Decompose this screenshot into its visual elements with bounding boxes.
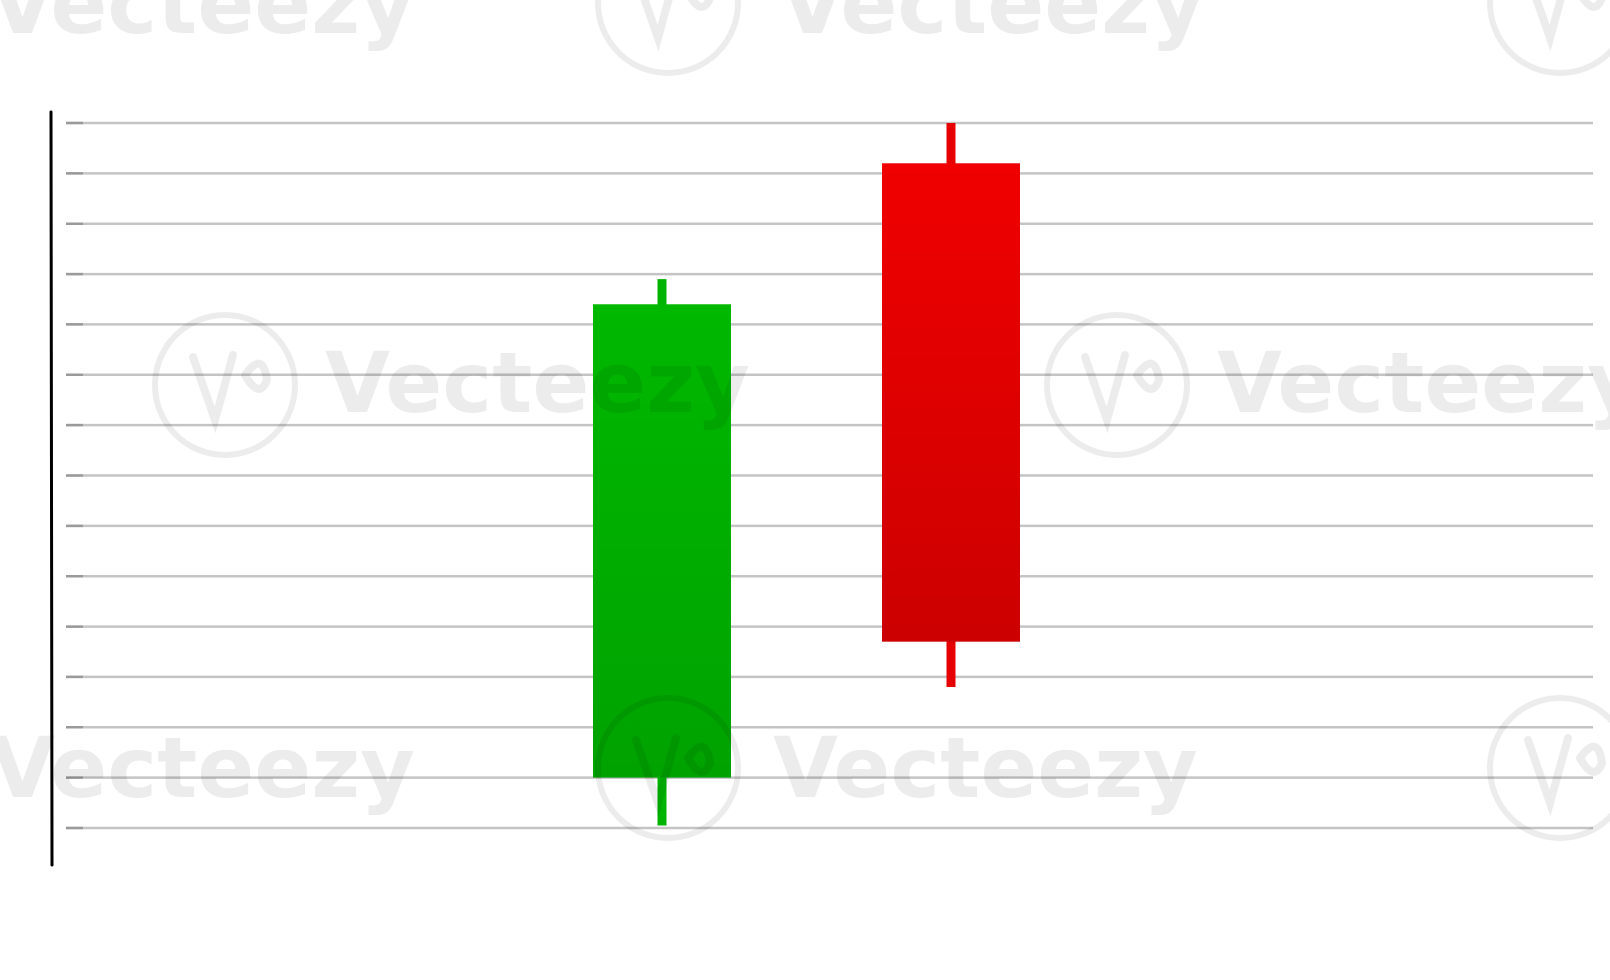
watermark-text: Vecteezy [780, 0, 1205, 53]
candle-body [882, 163, 1020, 642]
watermark-stamp: Vecteezy [1044, 312, 1610, 458]
y-axis-line [49, 110, 54, 867]
watermark-text: Vecteezy [325, 334, 750, 432]
watermark-text: Vecteezy [773, 719, 1198, 817]
watermark-glyph-icon [1532, 0, 1606, 52]
watermark-stamp: Vecteezy [0, 0, 1610, 76]
watermark-glyph-icon [640, 0, 714, 52]
gridlines [66, 121, 1593, 830]
watermark-logo-icon [595, 695, 741, 841]
watermark-stamp: Vecteezy [0, 695, 1610, 841]
watermark-stamp: Vecteezy [152, 312, 750, 458]
watermark-text: Vecteezy [0, 0, 415, 53]
watermark-glyph-icon [1081, 351, 1164, 434]
candle-bullish [593, 279, 731, 826]
candle-body [593, 304, 731, 778]
watermark-glyph-icon [632, 734, 715, 817]
watermark-layer: Vecteezy Vecteezy Vecteezy Vecteezy Vecteezy… [0, 0, 1610, 841]
candle-bearish [882, 123, 1020, 687]
watermark-glyph-icon [189, 351, 272, 434]
watermark-logo-icon [152, 312, 298, 458]
watermark-text: Vecteezy [0, 719, 415, 817]
watermark-stamp: Vecteezy [595, 695, 1198, 841]
watermark-text: Vecteezy [1217, 334, 1610, 432]
watermark-logo-icon [1044, 312, 1190, 458]
watermark-logo-icon [1487, 695, 1610, 841]
watermark-logo-icon [595, 0, 741, 76]
watermark-logo-icon [1487, 0, 1610, 76]
watermark-stamp: Vecteezy [595, 0, 1205, 76]
watermark-glyph-icon [1524, 734, 1607, 817]
candles [593, 123, 1020, 826]
